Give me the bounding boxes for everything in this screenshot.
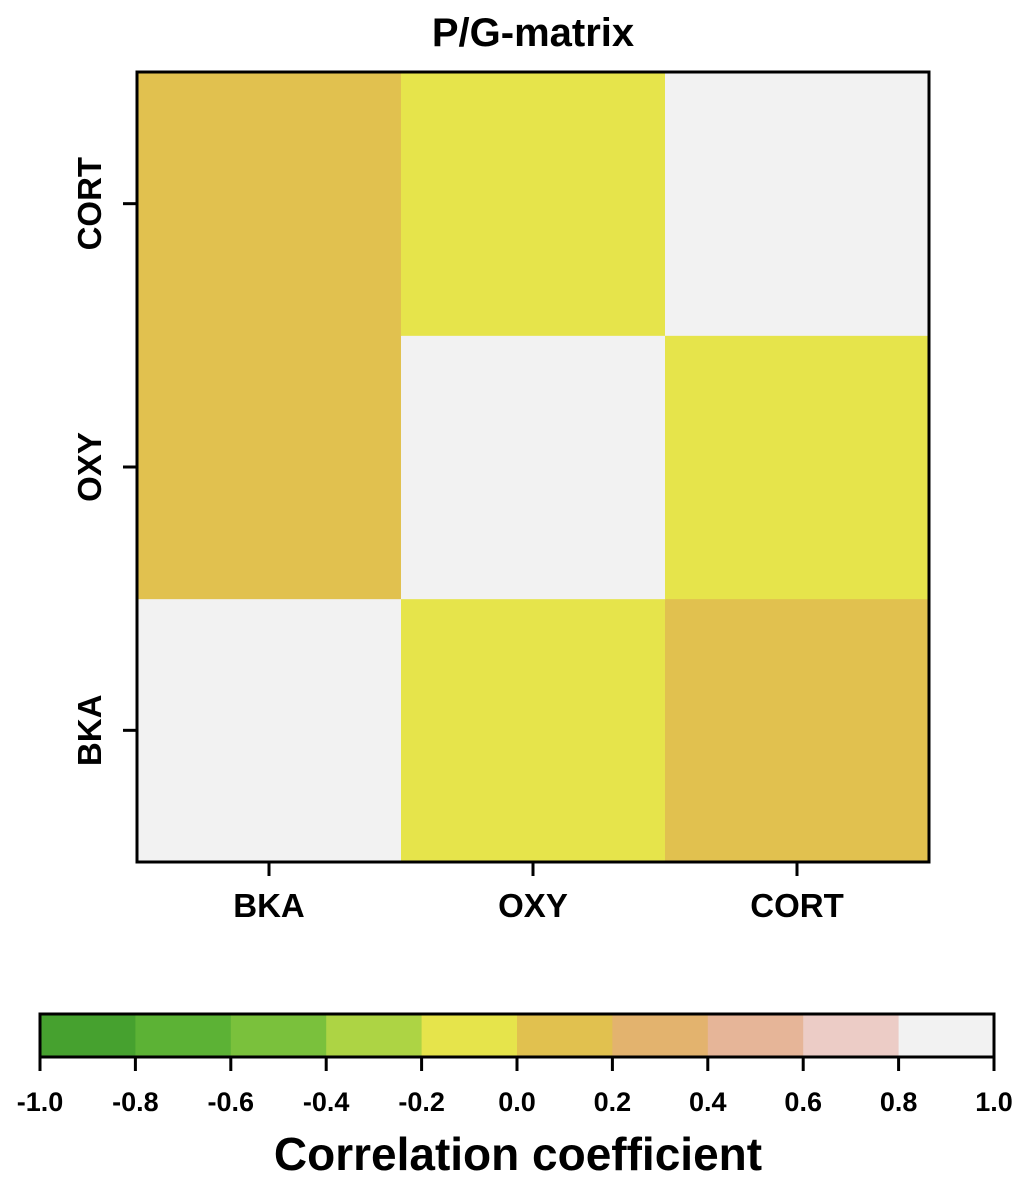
colorbar-bin [612,1014,709,1057]
colorbar-tick-label: 1.0 [975,1087,1013,1117]
x-tick-label: BKA [233,887,305,924]
x-tick-label: CORT [750,887,844,924]
colorbar-tick-label: 0.6 [784,1087,822,1117]
y-tick-label: BKA [71,695,108,767]
colorbar-bin [421,1014,518,1057]
y-tick-label: OXY [71,432,108,502]
heatmap-cell-cort-oxy [401,72,666,336]
chart-title: P/G-matrix [432,11,634,55]
heatmap-cells [137,72,930,863]
x-tick-label: OXY [498,887,568,924]
colorbar-bin [803,1014,900,1057]
colorbar-tick-label: 0.0 [498,1087,536,1117]
heatmap-cell-cort-bka [137,72,402,336]
colorbar-bin [517,1014,613,1057]
heatmap-cell-oxy-bka [137,335,402,600]
colorbar-tick-label: -1.0 [17,1087,64,1117]
colorbar-tick-label: -0.8 [112,1087,159,1117]
colorbar: -1.0 -0.8 -0.6 -0.4 -0.2 0.0 0.2 0.4 0.6 0.8 1.0 [17,1012,1013,1117]
heatmap-cell-cort-cort [665,72,930,336]
heatmap-cell-bka-bka [137,598,402,863]
heatmap-cell-oxy-oxy [401,335,666,600]
y-axis: BKA OXY CORT [71,157,137,766]
colorbar-tick-label: -0.4 [303,1087,350,1117]
colorbar-title: Correlation coefficient [274,1128,762,1177]
colorbar-bin [326,1014,423,1057]
colorbar-tick-label: -0.2 [398,1087,445,1117]
heatmap-cell-bka-cort [665,598,930,863]
colorbar-bin [707,1014,804,1057]
colorbar-tick-label: 0.8 [880,1087,918,1117]
heatmap-cell-bka-oxy [401,598,666,863]
colorbar-bin [230,1014,327,1057]
colorbar-tick-label: 0.2 [594,1087,632,1117]
heatmap-cell-oxy-cort [665,335,930,600]
x-axis: BKA OXY CORT [233,862,844,924]
y-tick-label: CORT [71,157,108,251]
colorbar-tick-label: -0.6 [208,1087,255,1117]
colorbar-bin [40,1014,136,1057]
colorbar-bin [898,1014,995,1057]
colorbar-tick-label: 0.4 [689,1087,727,1117]
colorbar-bin [135,1014,232,1057]
